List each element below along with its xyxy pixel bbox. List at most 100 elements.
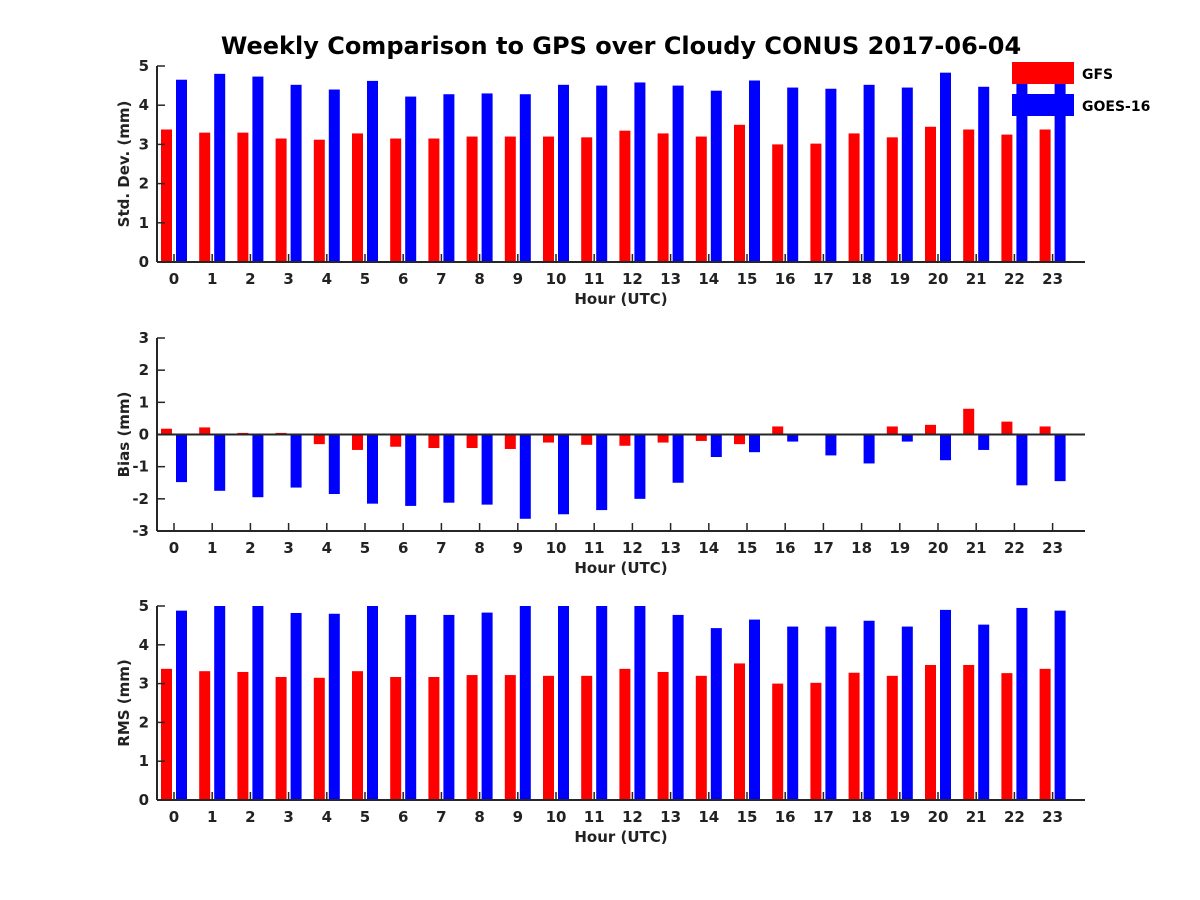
x-tick-label: 16 [775, 808, 796, 826]
legend-label: GFS [1082, 67, 1113, 83]
bar-goes-16-hour-19 [901, 626, 913, 800]
bar-gfs-hour-18 [848, 672, 860, 800]
y-tick-label: 2 [139, 175, 149, 193]
bar-gfs-hour-10 [543, 434, 554, 443]
x-tick-label: 4 [322, 808, 332, 826]
x-tick-label: 19 [889, 808, 910, 826]
bar-goes-16-hour-11 [596, 606, 608, 800]
bar-gfs-hour-16 [772, 426, 784, 435]
x-tick-label: 6 [398, 539, 408, 557]
bar-gfs-hour-6 [390, 434, 402, 447]
legend-swatch-gfs [1012, 62, 1074, 84]
bar-goes-16-hour-23 [1054, 69, 1066, 262]
bar-gfs-hour-13 [657, 133, 669, 262]
x-tick-label: 20 [928, 270, 949, 288]
y-tick-label: 4 [139, 636, 149, 654]
bar-goes-16-hour-4 [328, 613, 340, 800]
bar-gfs-hour-10 [543, 675, 554, 800]
x-tick-label: 22 [1004, 808, 1025, 826]
y-tick-label: -1 [132, 458, 149, 476]
bar-goes-16-hour-22 [1016, 77, 1028, 262]
x-tick-label: 12 [622, 539, 643, 557]
bar-gfs-hour-9 [504, 136, 516, 262]
bar-goes-16-hour-16 [787, 434, 799, 442]
bar-gfs-hour-4 [313, 677, 325, 800]
y-axis-label: Std. Dev. (mm) [115, 101, 133, 228]
chart-title: Weekly Comparison to GPS over Cloudy CON… [221, 32, 1021, 60]
bar-gfs-hour-17 [810, 682, 822, 800]
x-tick-label: 4 [322, 539, 332, 557]
bar-goes-16-hour-5 [367, 606, 378, 800]
bar-gfs-hour-11 [581, 137, 593, 262]
x-tick-label: 7 [436, 808, 446, 826]
x-tick-label: 4 [322, 270, 332, 288]
bar-goes-16-hour-10 [558, 84, 569, 262]
x-tick-label: 3 [283, 539, 293, 557]
x-tick-label: 23 [1042, 270, 1063, 288]
bar-gfs-hour-9 [504, 675, 516, 800]
x-tick-label: 13 [660, 539, 681, 557]
x-tick-label: 8 [474, 808, 484, 826]
bar-gfs-hour-14 [695, 136, 707, 262]
x-tick-label: 8 [474, 539, 484, 557]
bar-gfs-hour-18 [848, 133, 860, 262]
y-tick-label: 0 [139, 426, 149, 444]
bar-gfs-hour-10 [543, 136, 554, 262]
bar-gfs-hour-22 [1001, 421, 1013, 435]
bar-gfs-hour-15 [734, 434, 745, 445]
bar-gfs-hour-20 [925, 664, 936, 800]
bar-gfs-hour-16 [772, 683, 784, 800]
x-tick-label: 9 [513, 270, 523, 288]
bar-gfs-hour-16 [772, 144, 784, 262]
bar-goes-16-hour-14 [710, 434, 722, 458]
y-tick-label: 0 [139, 253, 149, 271]
bar-goes-16-hour-19 [901, 434, 913, 442]
bar-gfs-hour-1 [199, 132, 211, 262]
x-tick-label: 1 [207, 270, 217, 288]
bar-goes-16-hour-1 [214, 434, 226, 491]
bar-gfs-hour-21 [963, 664, 975, 800]
x-tick-label: 23 [1042, 808, 1063, 826]
bar-goes-16-hour-17 [825, 434, 837, 456]
bar-gfs-hour-19 [886, 426, 898, 435]
bar-goes-16-hour-18 [863, 620, 875, 800]
x-tick-label: 20 [928, 808, 949, 826]
y-tick-label: 0 [139, 791, 149, 809]
bar-goes-16-hour-15 [749, 619, 760, 800]
bar-goes-16-hour-11 [596, 434, 608, 511]
bar-goes-16-hour-3 [290, 84, 302, 262]
bar-gfs-hour-6 [390, 677, 402, 800]
bar-gfs-hour-3 [275, 138, 287, 262]
x-tick-label: 11 [584, 808, 605, 826]
x-tick-label: 3 [283, 808, 293, 826]
x-tick-label: 15 [737, 808, 758, 826]
x-tick-label: 5 [360, 270, 370, 288]
bar-goes-16-hour-0 [176, 610, 187, 800]
y-tick-label: 1 [139, 393, 149, 411]
bar-goes-16-hour-19 [901, 87, 913, 262]
x-tick-label: 0 [169, 808, 179, 826]
bar-gfs-hour-21 [963, 408, 975, 435]
bar-gfs-hour-0 [161, 129, 172, 262]
bar-gfs-hour-23 [1039, 668, 1051, 800]
bar-goes-16-hour-1 [214, 606, 226, 800]
x-tick-label: 22 [1004, 539, 1025, 557]
x-tick-label: 1 [207, 808, 217, 826]
bar-gfs-hour-23 [1039, 426, 1051, 435]
x-tick-label: 5 [360, 539, 370, 557]
bar-goes-16-hour-2 [252, 76, 264, 262]
bar-gfs-hour-12 [619, 434, 631, 446]
bar-goes-16-hour-5 [367, 434, 378, 504]
bar-goes-16-hour-0 [176, 79, 187, 262]
bar-goes-16-hour-20 [940, 72, 951, 262]
x-tick-label: 22 [1004, 270, 1025, 288]
bar-goes-16-hour-11 [596, 85, 608, 262]
bar-goes-16-hour-14 [710, 90, 722, 262]
bar-gfs-hour-15 [734, 663, 745, 800]
y-tick-label: 3 [139, 135, 149, 153]
x-tick-label: 11 [584, 539, 605, 557]
bar-goes-16-hour-2 [252, 434, 264, 498]
legend-swatch-goes-16 [1012, 94, 1074, 116]
